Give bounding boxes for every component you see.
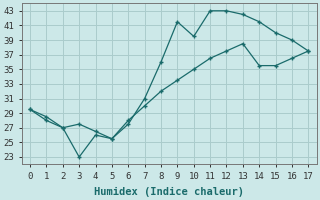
X-axis label: Humidex (Indice chaleur): Humidex (Indice chaleur) <box>94 186 244 197</box>
